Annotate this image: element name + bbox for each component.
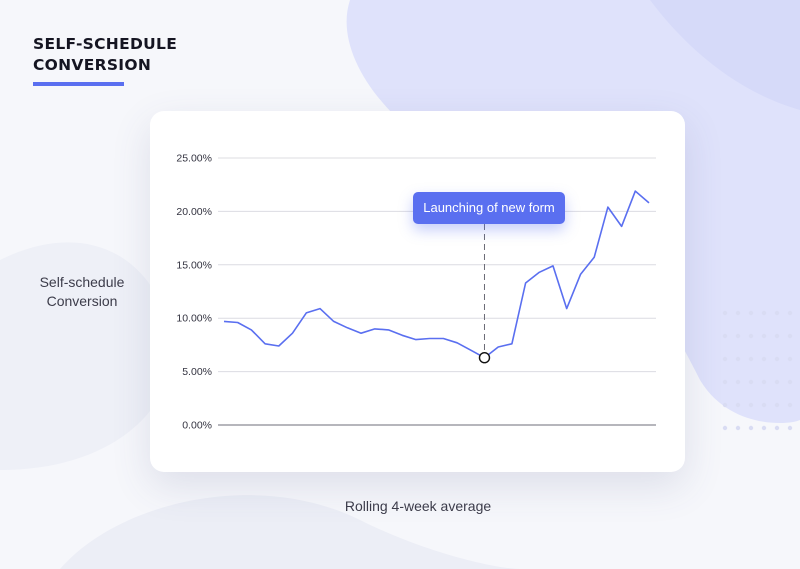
decorative-dot (735, 356, 741, 362)
page-title: SELF-SCHEDULE CONVERSION (33, 35, 178, 74)
decorative-dot (787, 333, 793, 339)
decorative-dot (761, 402, 767, 408)
decorative-dot (774, 379, 780, 385)
decorative-dot (787, 379, 793, 385)
y-axis-title: Self-schedule Conversion (39, 274, 125, 309)
decorative-dot (761, 379, 767, 385)
series-line (223, 190, 650, 359)
annotation-callout: Launching of new form (413, 192, 565, 224)
decorative-dot (722, 310, 728, 316)
decorative-dot (774, 402, 780, 408)
decorative-dot (787, 310, 793, 316)
decorative-dot (774, 310, 780, 316)
decorative-dot (748, 356, 754, 362)
decorative-dot (735, 402, 741, 408)
dot-grid-decoration (722, 310, 793, 431)
decorative-dot (748, 402, 754, 408)
decorative-dot (761, 356, 767, 362)
title-underline (33, 82, 124, 86)
y-tick-label: 20.00% (176, 206, 212, 218)
decorative-dot (774, 425, 780, 431)
decorative-dot (774, 333, 780, 339)
background-blob-shape-2 (650, 0, 800, 110)
decorative-dot (761, 425, 767, 431)
y-tick-label: 0.00% (182, 420, 212, 432)
background-wave-shape-2 (60, 495, 520, 569)
decorative-dot (735, 310, 741, 316)
decorative-dot (735, 425, 741, 431)
decorative-dot (787, 425, 793, 431)
decorative-dot (722, 402, 728, 408)
y-tick-label: 5.00% (182, 366, 212, 378)
y-tick-label: 10.00% (176, 313, 212, 325)
decorative-dot (761, 310, 767, 316)
decorative-dot (787, 356, 793, 362)
decorative-dot (735, 333, 741, 339)
decorative-dot (722, 356, 728, 362)
line-chart: 25.00% 20.00% 15.00% 10.00% 5.00% 0.00% (176, 153, 656, 432)
decorative-dot (761, 333, 767, 339)
decorative-dot (722, 425, 728, 431)
decorative-dot (748, 425, 754, 431)
decorative-dot (722, 333, 728, 339)
decorative-dot (748, 379, 754, 385)
decorative-dot (787, 402, 793, 408)
chart-card: 25.00% 20.00% 15.00% 10.00% 5.00% 0.00% (150, 111, 685, 472)
y-tick-label: 25.00% (176, 153, 212, 165)
decorative-dot (748, 333, 754, 339)
decorative-dot (722, 379, 728, 385)
x-axis-title: Rolling 4-week average (344, 498, 492, 514)
y-tick-label: 15.00% (176, 259, 212, 271)
decorative-dot (735, 379, 741, 385)
annotation-marker (478, 352, 491, 364)
decorative-dot (748, 310, 754, 316)
background-wave-shape (0, 242, 173, 470)
decorative-dot (774, 356, 780, 362)
